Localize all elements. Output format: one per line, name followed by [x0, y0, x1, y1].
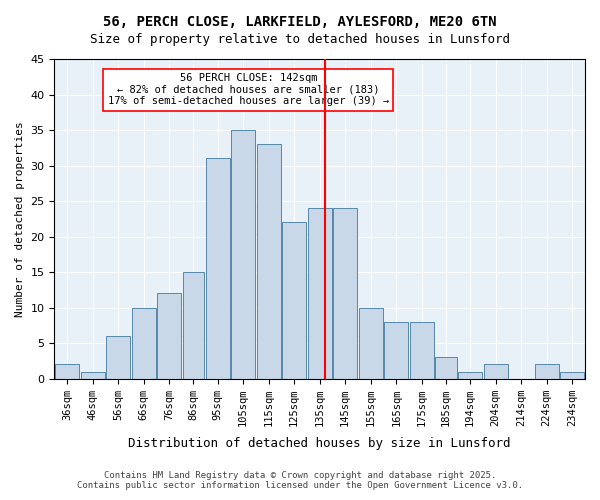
- Bar: [435, 358, 457, 378]
- Bar: [231, 130, 255, 378]
- Bar: [410, 322, 434, 378]
- Text: Contains HM Land Registry data © Crown copyright and database right 2025.
Contai: Contains HM Land Registry data © Crown c…: [77, 470, 523, 490]
- Text: 56 PERCH CLOSE: 142sqm
← 82% of detached houses are smaller (183)
17% of semi-de: 56 PERCH CLOSE: 142sqm ← 82% of detached…: [107, 73, 389, 106]
- Bar: [106, 336, 130, 378]
- Bar: [282, 222, 307, 378]
- Bar: [560, 372, 584, 378]
- Bar: [535, 364, 559, 378]
- Bar: [131, 308, 156, 378]
- Text: Size of property relative to detached houses in Lunsford: Size of property relative to detached ho…: [90, 32, 510, 46]
- Y-axis label: Number of detached properties: Number of detached properties: [15, 121, 25, 316]
- Bar: [384, 322, 409, 378]
- Bar: [55, 364, 79, 378]
- Bar: [484, 364, 508, 378]
- Bar: [308, 208, 332, 378]
- Bar: [333, 208, 358, 378]
- X-axis label: Distribution of detached houses by size in Lunsford: Distribution of detached houses by size …: [128, 437, 511, 450]
- Bar: [359, 308, 383, 378]
- Bar: [257, 144, 281, 378]
- Bar: [157, 294, 181, 378]
- Text: 56, PERCH CLOSE, LARKFIELD, AYLESFORD, ME20 6TN: 56, PERCH CLOSE, LARKFIELD, AYLESFORD, M…: [103, 15, 497, 29]
- Bar: [182, 272, 204, 378]
- Bar: [80, 372, 105, 378]
- Bar: [458, 372, 482, 378]
- Bar: [206, 158, 230, 378]
